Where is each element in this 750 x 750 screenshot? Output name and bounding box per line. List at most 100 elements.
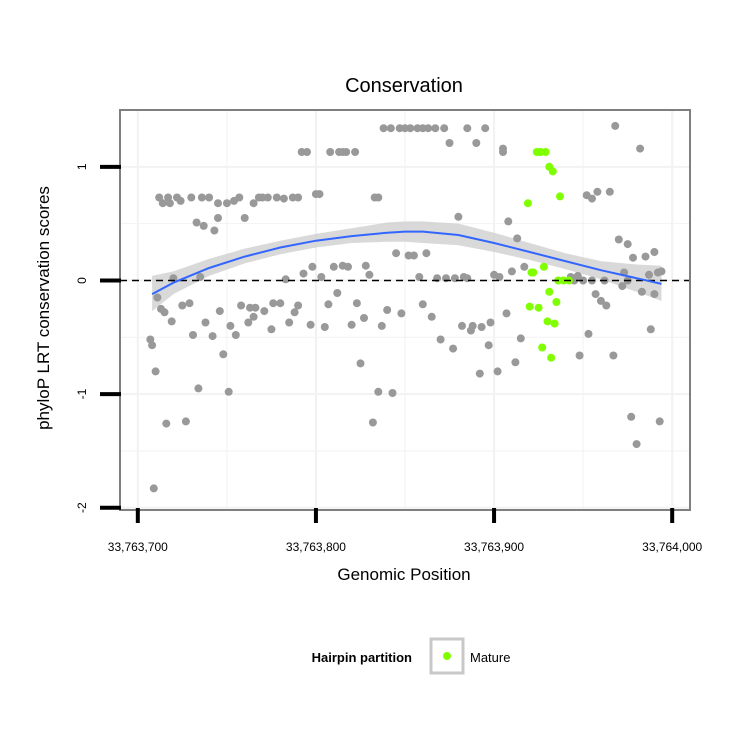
mature-point (539, 262, 548, 271)
data-point (155, 193, 164, 202)
data-point (436, 335, 445, 344)
data-point (449, 344, 458, 353)
data-point (249, 312, 258, 321)
data-point (226, 321, 235, 330)
data-point (516, 334, 525, 343)
x-tick-label: 33,763,800 (286, 540, 346, 554)
data-point (511, 358, 520, 367)
data-point (431, 124, 440, 133)
data-point (584, 329, 593, 338)
data-point (281, 275, 290, 284)
mature-point (538, 343, 547, 352)
data-point (210, 226, 219, 235)
mature-point (543, 317, 552, 326)
data-point (231, 331, 240, 339)
data-point (486, 318, 495, 327)
data-point (294, 193, 303, 202)
data-point (276, 299, 285, 308)
data-point (472, 139, 481, 147)
data-point (244, 318, 253, 327)
data-point (294, 301, 303, 310)
data-point (214, 199, 222, 208)
y-axis: -2 -1 0 1 (75, 163, 121, 513)
x-tick-label: 33,764,000 (642, 540, 702, 554)
data-point (326, 148, 335, 156)
data-point (205, 193, 214, 202)
data-point (237, 301, 246, 310)
data-point (657, 267, 666, 276)
data-point (618, 282, 627, 291)
data-point (424, 124, 433, 133)
data-point (507, 267, 516, 276)
data-point (493, 367, 502, 376)
data-point (397, 309, 406, 318)
data-point (303, 148, 311, 156)
data-point (149, 484, 158, 493)
data-point (187, 193, 196, 202)
data-point (192, 218, 201, 227)
data-point (650, 290, 659, 299)
data-point (269, 299, 278, 308)
data-point (374, 387, 383, 396)
data-point (650, 248, 659, 256)
data-point (199, 221, 208, 230)
chart-title: Conservation (345, 75, 463, 97)
mature-point (548, 167, 557, 176)
data-point (272, 193, 281, 202)
data-point (475, 369, 484, 378)
data-point (636, 144, 645, 153)
points-layer (146, 121, 666, 493)
data-point (504, 217, 513, 226)
mature-point (523, 199, 532, 208)
data-point (215, 307, 224, 316)
data-point (629, 253, 637, 262)
data-point (502, 309, 511, 318)
data-point (352, 299, 361, 308)
mature-point (525, 302, 534, 311)
data-point (162, 419, 171, 428)
data-point (440, 124, 449, 133)
mature-point (552, 298, 561, 306)
mature-point (550, 319, 559, 328)
y-axis-title: phyloP LRT conservation scores (34, 186, 53, 430)
data-point (153, 293, 162, 302)
data-point (484, 341, 493, 350)
data-point (392, 249, 401, 258)
legend: Hairpin partition Mature (312, 637, 510, 675)
y-tick-label: 0 (75, 277, 89, 284)
x-tick-label: 33,763,700 (108, 540, 168, 554)
data-point (445, 139, 454, 147)
data-point (201, 318, 210, 327)
legend-title: Hairpin partition (312, 650, 412, 665)
mature-point (547, 353, 556, 362)
legend-key-box (429, 637, 465, 675)
data-point (240, 214, 249, 222)
data-point (333, 289, 342, 297)
data-point (641, 252, 650, 261)
data-point (611, 121, 620, 130)
data-point (235, 193, 244, 202)
data-point (347, 320, 356, 329)
confidence-band-layer (152, 221, 662, 312)
data-point (178, 301, 187, 310)
x-tick-label: 33,763,900 (464, 540, 524, 554)
data-point (197, 193, 206, 202)
data-point (279, 194, 288, 203)
data-point (214, 214, 222, 222)
data-point (285, 318, 294, 327)
data-point (463, 124, 472, 133)
data-point (368, 418, 377, 427)
data-point (299, 269, 308, 278)
data-point (458, 321, 466, 330)
data-point (158, 199, 167, 208)
data-point (308, 262, 317, 271)
data-point (267, 325, 276, 334)
data-point (344, 262, 352, 271)
mature-point (536, 148, 545, 156)
data-point (383, 306, 392, 314)
data-point (596, 296, 605, 305)
data-point (356, 359, 365, 368)
data-point (224, 387, 233, 396)
data-point (361, 261, 370, 270)
data-point (160, 308, 169, 317)
